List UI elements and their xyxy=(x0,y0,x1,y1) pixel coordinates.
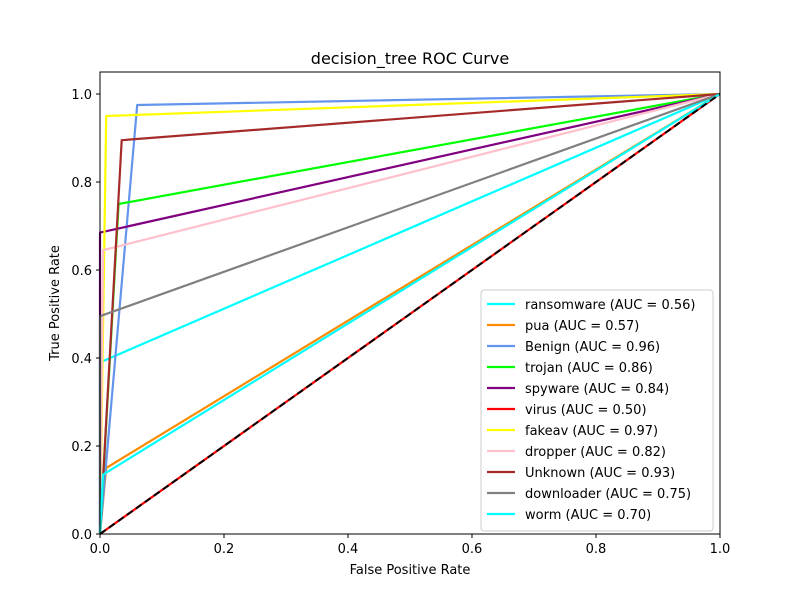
y-tick-label: 0.0 xyxy=(71,528,92,543)
legend-entry-10: worm (AUC = 0.70) xyxy=(525,508,651,523)
legend-entry-3: trojan (AUC = 0.86) xyxy=(525,361,653,376)
series-line-10 xyxy=(98,93,721,535)
legend-entry-1: pua (AUC = 0.57) xyxy=(525,319,639,334)
legend-entry-8: Unknown (AUC = 0.93) xyxy=(525,466,675,481)
legend-entry-9: downloader (AUC = 0.75) xyxy=(525,487,691,502)
chart-title: decision_tree ROC Curve xyxy=(311,49,509,69)
legend-entry-5: virus (AUC = 0.50) xyxy=(525,403,647,418)
series-line-8 xyxy=(98,92,721,535)
x-axis-ticks: 0.0 0.2 0.4 0.6 0.8 1.0 xyxy=(90,534,731,557)
legend-box xyxy=(480,289,714,532)
y-tick-label: 0.2 xyxy=(71,440,92,455)
legend: ransomware (AUC = 0.56) pua (AUC = 0.57) B… xyxy=(480,289,714,532)
legend-entry-0: ransomware (AUC = 0.56) xyxy=(525,298,695,313)
legend-entry-7: dropper (AUC = 0.82) xyxy=(525,445,666,460)
x-tick-label: 0.8 xyxy=(586,542,607,557)
y-tick-label: 0.8 xyxy=(71,176,92,191)
series-line-2 xyxy=(98,92,721,535)
y-tick-label: 0.6 xyxy=(71,264,92,279)
x-tick-label: 0.2 xyxy=(214,542,235,557)
y-axis-label: True Positive Rate xyxy=(48,245,63,362)
x-tick-label: 0.0 xyxy=(90,542,111,557)
plot-frame xyxy=(99,71,721,535)
reference-diagonal-line xyxy=(99,93,721,535)
x-axis-label: False Positive Rate xyxy=(350,563,471,578)
legend-entry-4: spyware (AUC = 0.84) xyxy=(525,382,669,397)
x-tick-label: 1.0 xyxy=(710,542,731,557)
legend-entry-2: Benign (AUC = 0.96) xyxy=(525,340,660,355)
y-tick-label: 1.0 xyxy=(71,88,92,103)
legend-entry-6: fakeav (AUC = 0.97) xyxy=(525,424,658,439)
x-tick-label: 0.4 xyxy=(338,542,359,557)
x-tick-label: 0.6 xyxy=(462,542,483,557)
y-tick-label: 0.4 xyxy=(71,352,92,367)
y-axis-ticks: 0.0 0.2 0.4 0.6 0.8 1.0 xyxy=(71,88,100,543)
